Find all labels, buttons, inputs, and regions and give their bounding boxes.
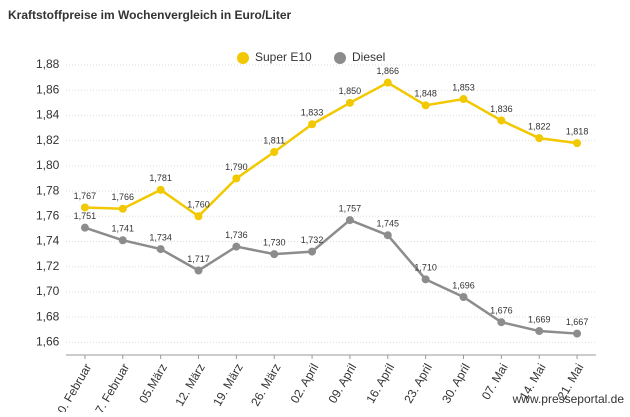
x-tick-label: 19. März [210, 361, 245, 408]
point [80, 203, 89, 212]
value-label: 1,818 [566, 127, 589, 137]
legend-label: Diesel [352, 50, 385, 64]
point [535, 134, 544, 143]
point [118, 236, 127, 245]
point [383, 78, 392, 87]
legend-label: Super E10 [255, 50, 312, 64]
point [194, 212, 203, 221]
point [156, 245, 165, 254]
value-label: 1,696 [452, 280, 475, 290]
value-label: 1,669 [528, 314, 551, 324]
point [270, 148, 279, 156]
value-label: 1,853 [452, 82, 475, 92]
value-label: 1,848 [414, 89, 437, 99]
value-label: 1,667 [566, 317, 589, 327]
value-label: 1,757 [339, 203, 362, 213]
value-label: 1,734 [149, 232, 172, 242]
value-label: 1,676 [490, 306, 513, 316]
point [80, 223, 89, 232]
value-label: 1,850 [339, 86, 362, 96]
x-tick-label: 23. April [401, 361, 435, 406]
value-label: 1,751 [74, 211, 97, 221]
y-tick-label: 1,82 [36, 133, 60, 147]
point [383, 231, 392, 240]
value-label: 1,766 [112, 192, 135, 202]
x-tick-label: 30. April [439, 361, 473, 406]
x-tick-label: 20. Februar [51, 361, 94, 412]
chart-title: Kraftstoffpreise im Wochenvergleich in E… [8, 8, 291, 22]
point [573, 329, 582, 338]
value-label: 1,745 [377, 219, 400, 229]
point [573, 139, 582, 148]
point [345, 216, 354, 225]
point [459, 293, 468, 301]
y-tick-label: 1,76 [36, 208, 60, 222]
value-label: 1,732 [301, 235, 324, 245]
value-label: 1,811 [263, 135, 285, 145]
x-tick-label: 26. März [248, 361, 283, 408]
point [118, 204, 127, 213]
y-tick-label: 1,70 [36, 284, 60, 298]
x-tick-label: 09. April [325, 361, 359, 406]
point [535, 327, 544, 336]
point [497, 116, 506, 125]
y-tick-label: 1,88 [36, 57, 60, 71]
x-tick-label: 05.März [136, 361, 170, 406]
value-label: 1,866 [377, 66, 400, 76]
value-label: 1,833 [301, 108, 324, 118]
series-line [84, 81, 578, 218]
legend-marker [237, 52, 249, 64]
legend-marker [334, 52, 346, 64]
value-label: 1,767 [74, 191, 97, 201]
point [459, 95, 468, 104]
value-label: 1,730 [263, 238, 286, 248]
value-label: 1,760 [187, 200, 210, 210]
x-tick-label: 27. Februar [89, 361, 132, 412]
point [194, 266, 203, 275]
point [270, 250, 279, 259]
value-label: 1,717 [187, 254, 210, 264]
value-label: 1,736 [225, 230, 248, 240]
y-tick-label: 1,78 [36, 183, 60, 197]
point [421, 101, 430, 110]
y-tick-label: 1,84 [36, 108, 60, 122]
x-tick-label: 16. April [363, 361, 397, 406]
x-tick-label: 07. Mai [479, 361, 511, 402]
x-tick-label: 12. März [172, 361, 207, 408]
point [421, 275, 430, 284]
point [156, 185, 165, 194]
point [232, 174, 241, 183]
point [345, 98, 354, 107]
value-label: 1,822 [528, 122, 551, 132]
point [497, 318, 506, 327]
y-tick-label: 1,74 [36, 234, 60, 248]
point [232, 242, 241, 251]
value-label: 1,741 [112, 224, 135, 234]
y-tick-label: 1,72 [36, 259, 60, 273]
y-tick-label: 1,66 [36, 335, 60, 349]
y-tick-label: 1,80 [36, 158, 60, 172]
value-label: 1,836 [490, 104, 513, 114]
series-line [84, 218, 578, 335]
value-label: 1,781 [149, 173, 172, 183]
value-label: 1,790 [225, 162, 248, 172]
point [308, 120, 317, 129]
point [308, 247, 317, 256]
y-tick-label: 1,86 [36, 82, 60, 96]
value-label: 1,710 [414, 263, 437, 273]
x-tick-label: 02. April [288, 361, 322, 406]
watermark: www.presseportal.de [512, 392, 625, 406]
y-tick-label: 1,68 [36, 309, 60, 323]
